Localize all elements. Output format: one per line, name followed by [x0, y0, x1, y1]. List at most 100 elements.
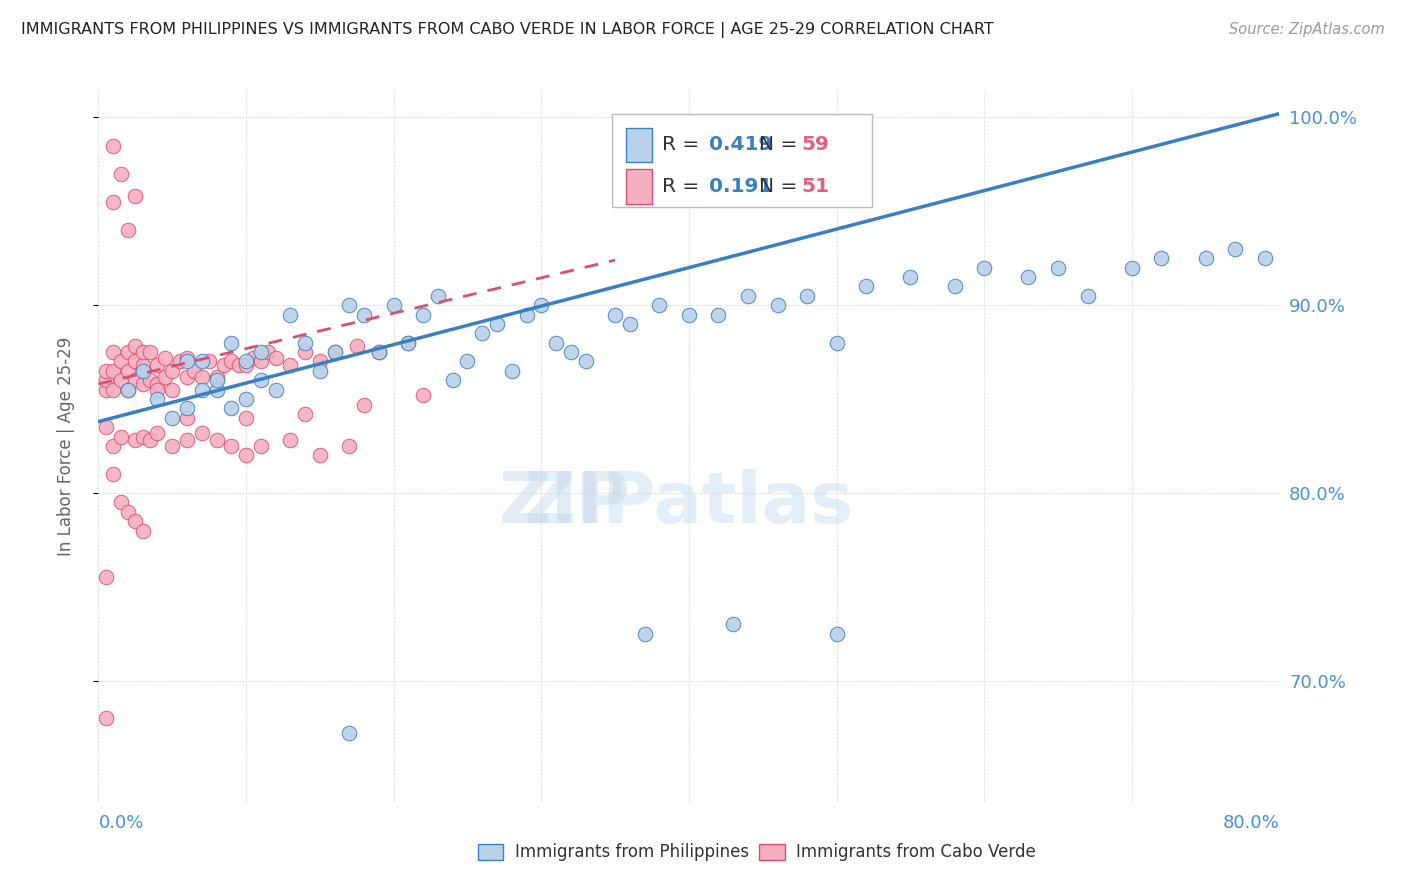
FancyBboxPatch shape: [759, 844, 785, 860]
Point: [153, 369, 176, 384]
Point: [943, 279, 966, 293]
Point: [176, 410, 198, 425]
Text: Source: ZipAtlas.com: Source: ZipAtlas.com: [1229, 22, 1385, 37]
Text: Immigrants from Cabo Verde: Immigrants from Cabo Verde: [796, 843, 1036, 861]
Point: [221, 335, 243, 350]
Point: [560, 345, 582, 359]
Point: [648, 298, 671, 312]
Point: [103, 364, 125, 378]
Point: [1254, 251, 1277, 265]
Point: [221, 354, 243, 368]
Point: [235, 410, 257, 425]
Point: [124, 373, 146, 387]
Point: [94, 420, 117, 434]
Point: [162, 383, 183, 397]
Point: [457, 354, 479, 368]
Text: N =: N =: [759, 136, 803, 154]
Point: [575, 354, 598, 368]
Point: [294, 345, 316, 359]
Point: [339, 298, 361, 312]
Point: [294, 335, 316, 350]
Point: [1046, 260, 1070, 275]
Point: [486, 317, 509, 331]
Point: [242, 351, 264, 365]
Point: [153, 351, 176, 365]
Point: [110, 429, 132, 443]
Text: N =: N =: [759, 177, 803, 196]
Point: [117, 383, 139, 397]
Point: [183, 364, 205, 378]
Point: [723, 617, 745, 632]
Point: [323, 345, 346, 359]
Point: [94, 364, 117, 378]
Point: [146, 377, 169, 392]
Point: [198, 354, 221, 368]
Point: [191, 369, 214, 384]
Point: [250, 439, 273, 453]
Point: [412, 388, 434, 402]
FancyBboxPatch shape: [612, 114, 872, 207]
Point: [103, 345, 125, 359]
Point: [191, 383, 214, 397]
Point: [124, 514, 146, 528]
Point: [280, 308, 302, 322]
Point: [103, 439, 125, 453]
Point: [353, 308, 375, 322]
Point: [412, 308, 434, 322]
Point: [294, 407, 316, 421]
Point: [146, 383, 169, 397]
Point: [1150, 251, 1173, 265]
Text: 0.419: 0.419: [709, 136, 772, 154]
Point: [973, 260, 995, 275]
Point: [257, 345, 280, 359]
Point: [678, 308, 700, 322]
Point: [212, 358, 235, 372]
FancyBboxPatch shape: [478, 844, 503, 860]
Point: [530, 298, 553, 312]
Point: [94, 383, 117, 397]
Point: [205, 373, 228, 387]
Point: [634, 627, 657, 641]
Point: [368, 345, 391, 359]
Point: [825, 627, 848, 641]
Point: [132, 524, 155, 538]
Point: [441, 373, 464, 387]
Point: [353, 398, 375, 412]
Point: [427, 289, 450, 303]
Point: [139, 373, 162, 387]
Point: [117, 345, 139, 359]
Point: [368, 345, 391, 359]
Point: [235, 354, 257, 368]
Point: [146, 392, 169, 406]
Point: [146, 358, 169, 372]
Point: [250, 373, 273, 387]
Point: [103, 138, 125, 153]
Point: [309, 449, 332, 463]
Point: [94, 570, 117, 584]
Point: [176, 354, 198, 368]
Point: [132, 345, 155, 359]
Point: [471, 326, 494, 341]
Point: [766, 298, 789, 312]
Point: [176, 434, 198, 448]
Point: [191, 425, 214, 440]
Point: [139, 345, 162, 359]
Point: [1121, 260, 1143, 275]
Point: [94, 711, 117, 725]
Point: [169, 354, 191, 368]
Point: [825, 335, 848, 350]
Point: [501, 364, 523, 378]
Point: [103, 383, 125, 397]
Text: R =: R =: [662, 136, 706, 154]
Point: [191, 354, 214, 368]
Point: [110, 495, 132, 509]
Text: ZIPatlas: ZIPatlas: [524, 468, 853, 538]
Point: [250, 354, 273, 368]
Text: 59: 59: [801, 136, 830, 154]
Point: [162, 364, 183, 378]
Text: Immigrants from Philippines: Immigrants from Philippines: [515, 843, 749, 861]
FancyBboxPatch shape: [626, 169, 652, 203]
Point: [1077, 289, 1099, 303]
Point: [124, 354, 146, 368]
Point: [132, 364, 155, 378]
